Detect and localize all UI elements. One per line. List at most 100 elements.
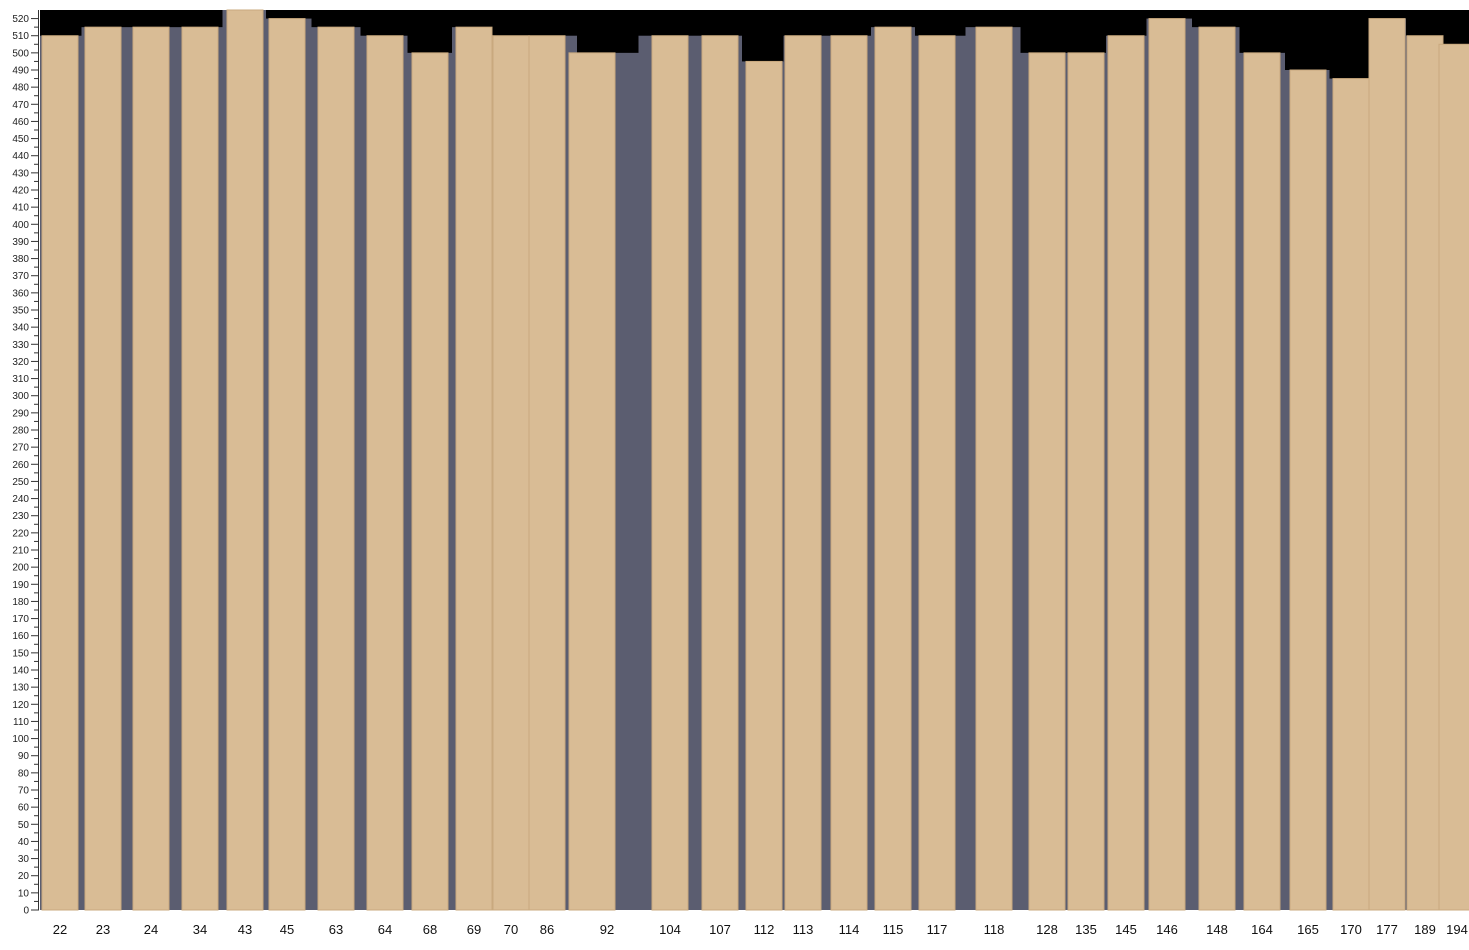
x-tick-label: 92 [600, 922, 614, 937]
x-tick-label: 24 [144, 922, 158, 937]
y-tick-label: 70 [18, 786, 30, 797]
x-tick-label: 43 [238, 922, 252, 937]
y-tick-label: 390 [12, 237, 29, 248]
x-tick-label: 112 [754, 922, 775, 937]
x-tick-label: 177 [1376, 922, 1398, 937]
board-bar [975, 26, 1013, 911]
y-tick-label: 460 [12, 117, 29, 128]
x-tick-label: 128 [1036, 922, 1058, 937]
y-tick-label: 510 [12, 31, 29, 42]
y-tick-label: 230 [12, 511, 29, 522]
board-bar [1198, 26, 1236, 911]
y-tick-label: 280 [12, 426, 29, 437]
board-bar [651, 35, 689, 911]
y-tick-label: 310 [12, 374, 29, 385]
x-tick-label: 68 [423, 922, 437, 937]
x-tick-label: 114 [839, 922, 860, 937]
x-tick-label: 189 [1414, 922, 1436, 937]
y-tick-label: 120 [12, 700, 29, 711]
x-tick-label: 118 [984, 922, 1005, 937]
board-bar [268, 18, 306, 911]
board-bar [1438, 43, 1469, 911]
y-tick-label: 420 [12, 186, 29, 197]
y-tick-label: 400 [12, 220, 29, 231]
board-bar [317, 26, 355, 911]
y-tick-label: 20 [18, 871, 30, 882]
board-bar [1406, 35, 1444, 911]
board-bar [1332, 78, 1370, 911]
y-tick-label: 360 [12, 288, 29, 299]
y-tick-label: 30 [18, 854, 30, 865]
board-bar [1289, 69, 1327, 911]
board-bar [1148, 18, 1186, 911]
x-tick-label: 148 [1206, 922, 1228, 937]
board-bar [568, 52, 616, 911]
y-tick-label: 0 [23, 906, 29, 917]
y-tick-label: 50 [18, 820, 30, 831]
y-tick-label: 480 [12, 83, 29, 94]
x-tick-label: 34 [193, 922, 207, 937]
y-tick-label: 190 [12, 580, 29, 591]
board-bar [455, 26, 493, 911]
y-tick-label: 170 [12, 614, 29, 625]
x-tick-label: 170 [1340, 922, 1362, 937]
board-bar [1067, 52, 1105, 911]
x-tick-label: 22 [53, 922, 67, 937]
board-bar [181, 26, 219, 911]
y-tick-label: 470 [12, 100, 29, 111]
y-tick-label: 10 [18, 888, 30, 899]
board-bar [745, 60, 783, 911]
y-tick-label: 90 [18, 751, 30, 762]
board-bar [1107, 35, 1145, 911]
board-bar [784, 35, 822, 911]
x-tick-label: 164 [1251, 922, 1273, 937]
y-tick-label: 250 [12, 477, 29, 488]
y-tick-label: 140 [12, 666, 29, 677]
x-tick-label: 145 [1115, 922, 1137, 937]
y-tick-label: 160 [12, 631, 29, 642]
x-tick-label: 194 [1446, 922, 1468, 937]
x-tick-label: 64 [378, 922, 392, 937]
board-bar [84, 26, 122, 911]
y-tick-label: 150 [12, 648, 29, 659]
y-tick-label: 410 [12, 203, 29, 214]
y-tick-label: 440 [12, 151, 29, 162]
x-tick-label: 165 [1297, 922, 1319, 937]
y-tick-label: 500 [12, 48, 29, 59]
y-tick-label: 340 [12, 323, 29, 334]
board-bar [226, 9, 264, 911]
y-tick-label: 220 [12, 528, 29, 539]
y-tick-label: 430 [12, 168, 29, 179]
board-bar [492, 35, 530, 911]
x-tick-label: 63 [329, 922, 343, 937]
y-tick-label: 200 [12, 563, 29, 574]
board-bar [132, 26, 170, 911]
x-tick-label: 146 [1156, 922, 1178, 937]
x-tick-label: 70 [504, 922, 518, 937]
y-tick-label: 180 [12, 597, 29, 608]
board-bar [874, 26, 912, 911]
y-tick-label: 330 [12, 340, 29, 351]
y-tick-label: 60 [18, 803, 30, 814]
y-tick-label: 110 [13, 717, 29, 728]
y-tick-label: 210 [12, 546, 29, 557]
y-tick-label: 490 [12, 66, 29, 77]
x-tick-label: 104 [659, 922, 681, 937]
board-bar [528, 35, 566, 911]
y-tick-label: 260 [12, 460, 29, 471]
y-tick-label: 300 [12, 391, 29, 402]
x-tick-label: 115 [883, 922, 904, 937]
board-bar [701, 35, 739, 911]
board-bar [411, 52, 449, 911]
board-bar [1243, 52, 1281, 911]
y-tick-label: 290 [12, 408, 29, 419]
y-tick-label: 320 [12, 357, 29, 368]
board-bar [1028, 52, 1066, 911]
y-tick-label: 80 [18, 768, 30, 779]
y-tick-label: 40 [18, 837, 30, 848]
y-tick-label: 370 [12, 271, 29, 282]
x-tick-label: 107 [709, 922, 731, 937]
y-tick-label: 380 [12, 254, 29, 265]
board-bar [1368, 18, 1406, 911]
